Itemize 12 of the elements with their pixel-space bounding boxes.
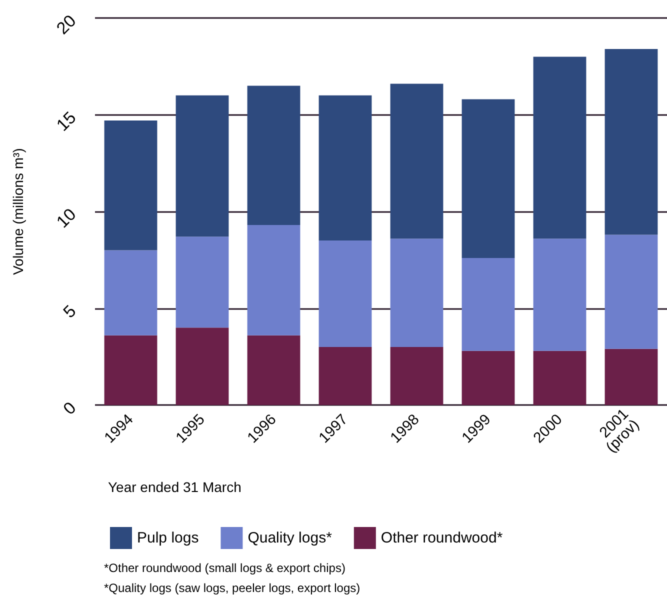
text: *Other roundwood (small logs & export chips) [104, 561, 346, 575]
text: *Quality logs (saw logs, peeler logs, export logs) [104, 581, 360, 595]
legend-label: Other roundwood* [380, 530, 503, 546]
y-tick-label: 15 [52, 108, 80, 135]
legend-label: Pulp logs [137, 530, 199, 546]
legend-label: Quality logs* [248, 530, 332, 546]
y-axis-title: Volume (millions m³) [10, 148, 26, 275]
y-tick-label: 0 [60, 398, 80, 418]
y-tick-label: 10 [52, 204, 80, 232]
y-tick-label: 20 [52, 11, 80, 38]
x-axis-title: Year ended 31 March [108, 479, 242, 495]
y-tick-label: 5 [60, 302, 80, 322]
